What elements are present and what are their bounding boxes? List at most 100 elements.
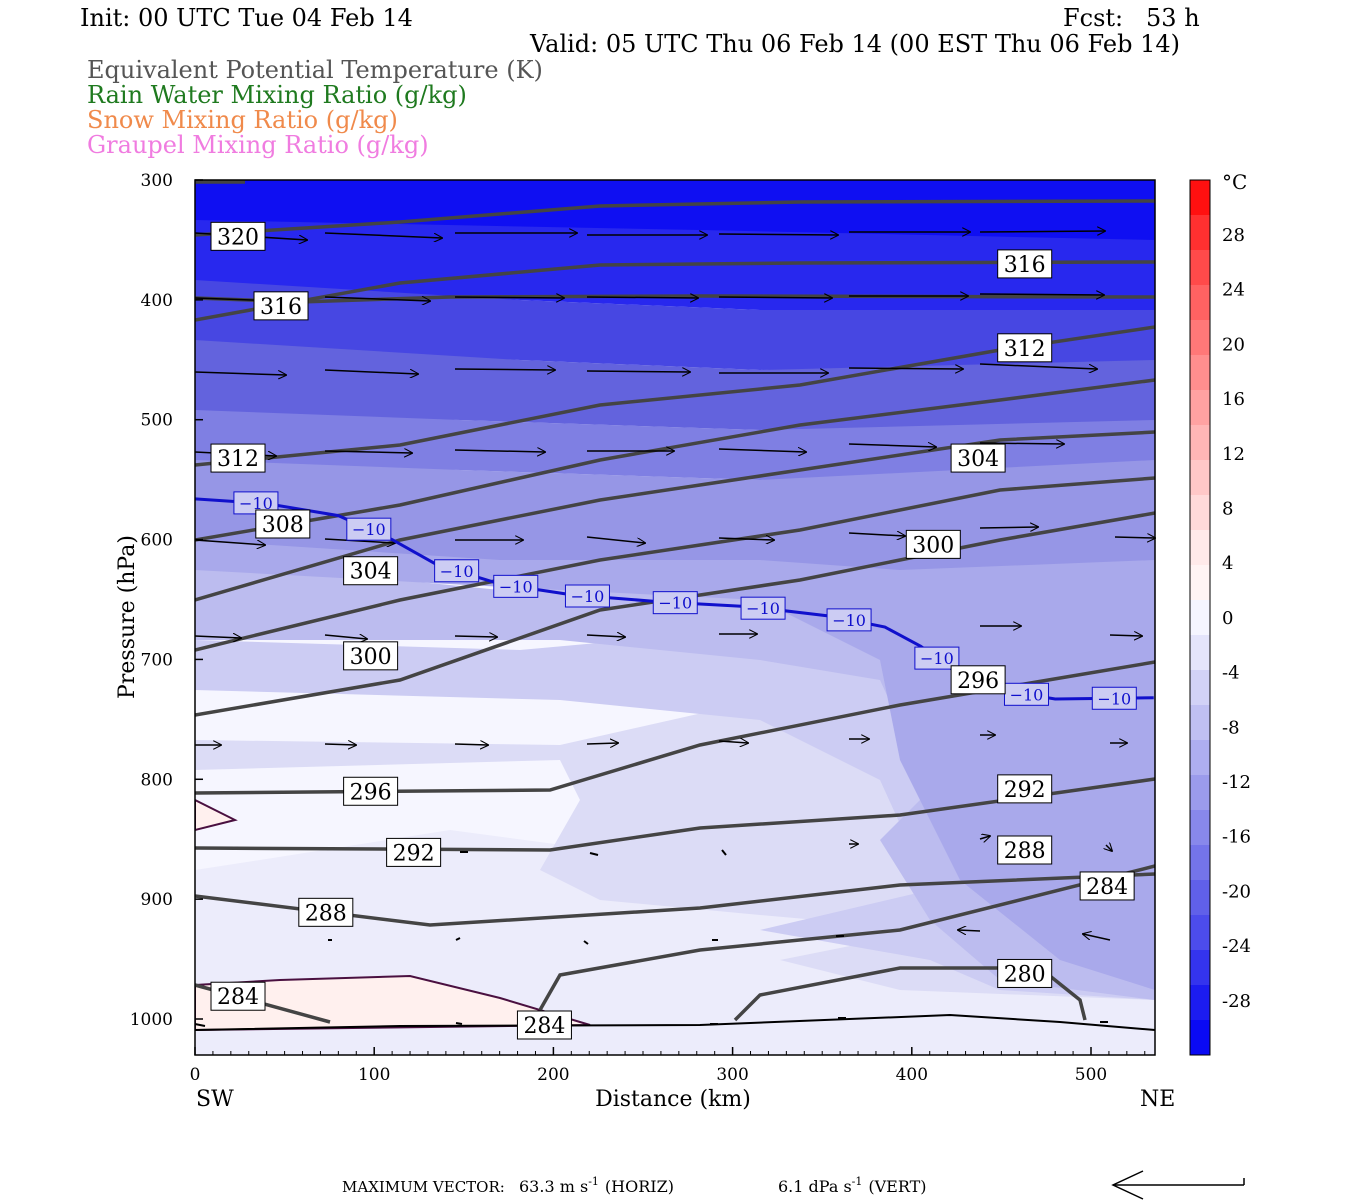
colorbar-tick-label: -4	[1222, 663, 1240, 684]
svg-text:284: 284	[523, 1014, 565, 1039]
svg-text:288: 288	[305, 901, 347, 926]
forecast-hour: Fcst: 53 h	[1063, 4, 1200, 32]
svg-text:280: 280	[1004, 962, 1046, 987]
isotherm-label: −10	[564, 584, 610, 608]
colorbar-band	[1190, 460, 1210, 496]
x-tick-label: 300	[716, 1065, 748, 1085]
isotherm-label: −10	[1003, 682, 1049, 706]
y-tick-label: 300	[141, 171, 173, 191]
theta-e-label: 292	[386, 837, 442, 867]
svg-text:−10: −10	[239, 494, 273, 513]
svg-text:312: 312	[217, 447, 259, 472]
svg-text:292: 292	[393, 841, 435, 866]
colorbar	[1189, 179, 1211, 1056]
svg-text:−10: −10	[832, 611, 866, 630]
svg-text:296: 296	[350, 780, 392, 805]
colorbar-band	[1190, 705, 1210, 741]
colorbar-band	[1190, 775, 1210, 811]
theta-e-label: 300	[905, 529, 961, 559]
x-tick-label: 200	[537, 1065, 569, 1085]
colorbar-frame	[1189, 179, 1211, 1056]
colorbar-band	[1190, 845, 1210, 881]
isotherm-label: −10	[826, 608, 872, 632]
svg-text:304: 304	[957, 447, 999, 472]
colorbar-tick-label: -28	[1222, 991, 1251, 1012]
theta-e-label: 296	[950, 665, 1006, 695]
colorbar-band	[1190, 250, 1210, 286]
x-tick-label: 500	[1075, 1065, 1107, 1085]
isotherm-label: −10	[233, 491, 279, 515]
svg-text:−10: −10	[571, 587, 605, 606]
colorbar-band	[1190, 180, 1210, 216]
colorbar-tick-label: 28	[1222, 225, 1245, 246]
y-tick-label: 500	[141, 411, 173, 431]
colorbar-tick-label: 24	[1222, 280, 1245, 301]
colorbar-tick-label: -16	[1222, 827, 1251, 848]
colorbar-tick-label: -8	[1222, 717, 1240, 738]
minus10-isotherm-labels: −10 −10 −10 −10 −10 −10 −10 −10 −10 −10 −10	[233, 491, 1137, 710]
colorbar-tick-label: 8	[1222, 499, 1233, 520]
colorbar-tick-label: 16	[1222, 389, 1245, 410]
max-vector-footer: MAXIMUM VECTOR: 63.3 m s-1 (HORIZ) 6.1 dP…	[342, 1175, 927, 1196]
colorbar-tick-label: 12	[1222, 444, 1245, 465]
colorbar-band	[1190, 355, 1210, 391]
isotherm-label: −10	[740, 596, 786, 620]
colorbar-tick-label: -24	[1222, 936, 1251, 957]
colorbar-unit: °C	[1222, 170, 1247, 194]
svg-text:−10: −10	[352, 520, 386, 539]
svg-text:−10: −10	[440, 562, 474, 581]
colorbar-band	[1190, 915, 1210, 951]
y-tick-label: 1000	[130, 1010, 173, 1030]
colorbar-band	[1190, 600, 1210, 636]
legend-snow: Snow Mixing Ratio (g/kg)	[87, 106, 398, 134]
theta-e-label: 284	[210, 981, 266, 1011]
theta-e-label: 288	[997, 835, 1053, 865]
y-axis: 300 400 500 600 700 800 900 1000	[130, 171, 203, 1030]
colorbar-band	[1190, 320, 1210, 356]
legend-rain: Rain Water Mixing Ratio (g/kg)	[87, 81, 467, 109]
colorbar-tick-label: 20	[1222, 334, 1245, 355]
theta-e-label: 312	[210, 443, 266, 473]
colorbar-band	[1190, 285, 1210, 321]
init-time: Init: 00 UTC Tue 04 Feb 14	[80, 4, 413, 32]
theta-e-label: 308	[255, 509, 311, 539]
svg-text:300: 300	[350, 645, 392, 670]
svg-text:−10: −10	[658, 594, 692, 613]
colorbar-band	[1190, 425, 1210, 461]
max-vector-label: MAXIMUM VECTOR:	[342, 1178, 505, 1196]
colorbar-band	[1190, 950, 1210, 986]
y-axis-label: Pressure (hPa)	[115, 535, 140, 699]
svg-text:288: 288	[1004, 839, 1046, 864]
colorbar-tick-labels: 28 24 20 16 12 8 4 0 -4 -8 -12 -16 -20 -24 -28	[1222, 225, 1251, 1012]
colorbar-band	[1190, 530, 1210, 566]
theta-e-label: 296	[343, 776, 399, 806]
horiz-max-vector: 63.3 m s-1 (HORIZ)	[519, 1175, 674, 1196]
x-tick-label: 100	[358, 1065, 390, 1085]
theta-e-label: 304	[950, 443, 1006, 473]
colorbar-tick-label: 4	[1222, 553, 1233, 574]
colorbar-band	[1190, 670, 1210, 706]
theta-e-label: 312	[997, 333, 1053, 363]
y-tick-label: 900	[141, 890, 173, 910]
colorbar-tick-label: -12	[1222, 772, 1251, 793]
svg-text:316: 316	[260, 295, 302, 320]
colorbar-tick-label: -20	[1222, 881, 1251, 902]
svg-text:300: 300	[912, 533, 954, 558]
theta-e-label: 284	[516, 1010, 572, 1040]
isotherm-label: −10	[493, 574, 539, 598]
svg-text:292: 292	[1004, 778, 1046, 803]
x-axis-right-end: NE	[1140, 1087, 1175, 1112]
reference-vector-arrow	[1111, 1170, 1245, 1200]
colorbar-band	[1190, 880, 1210, 916]
theta-e-label: 320	[210, 221, 266, 251]
x-axis-left-end: SW	[196, 1087, 234, 1112]
svg-text:−10: −10	[499, 577, 533, 596]
colorbar-band	[1190, 215, 1210, 251]
theta-e-label: 316	[997, 249, 1053, 279]
colorbar-band	[1190, 635, 1210, 671]
isotherm-label: −10	[914, 646, 960, 670]
x-axis-label: Distance (km)	[595, 1087, 751, 1112]
colorbar-band	[1190, 565, 1210, 601]
theta-e-label: 316	[253, 291, 309, 321]
colorbar-band	[1190, 740, 1210, 776]
